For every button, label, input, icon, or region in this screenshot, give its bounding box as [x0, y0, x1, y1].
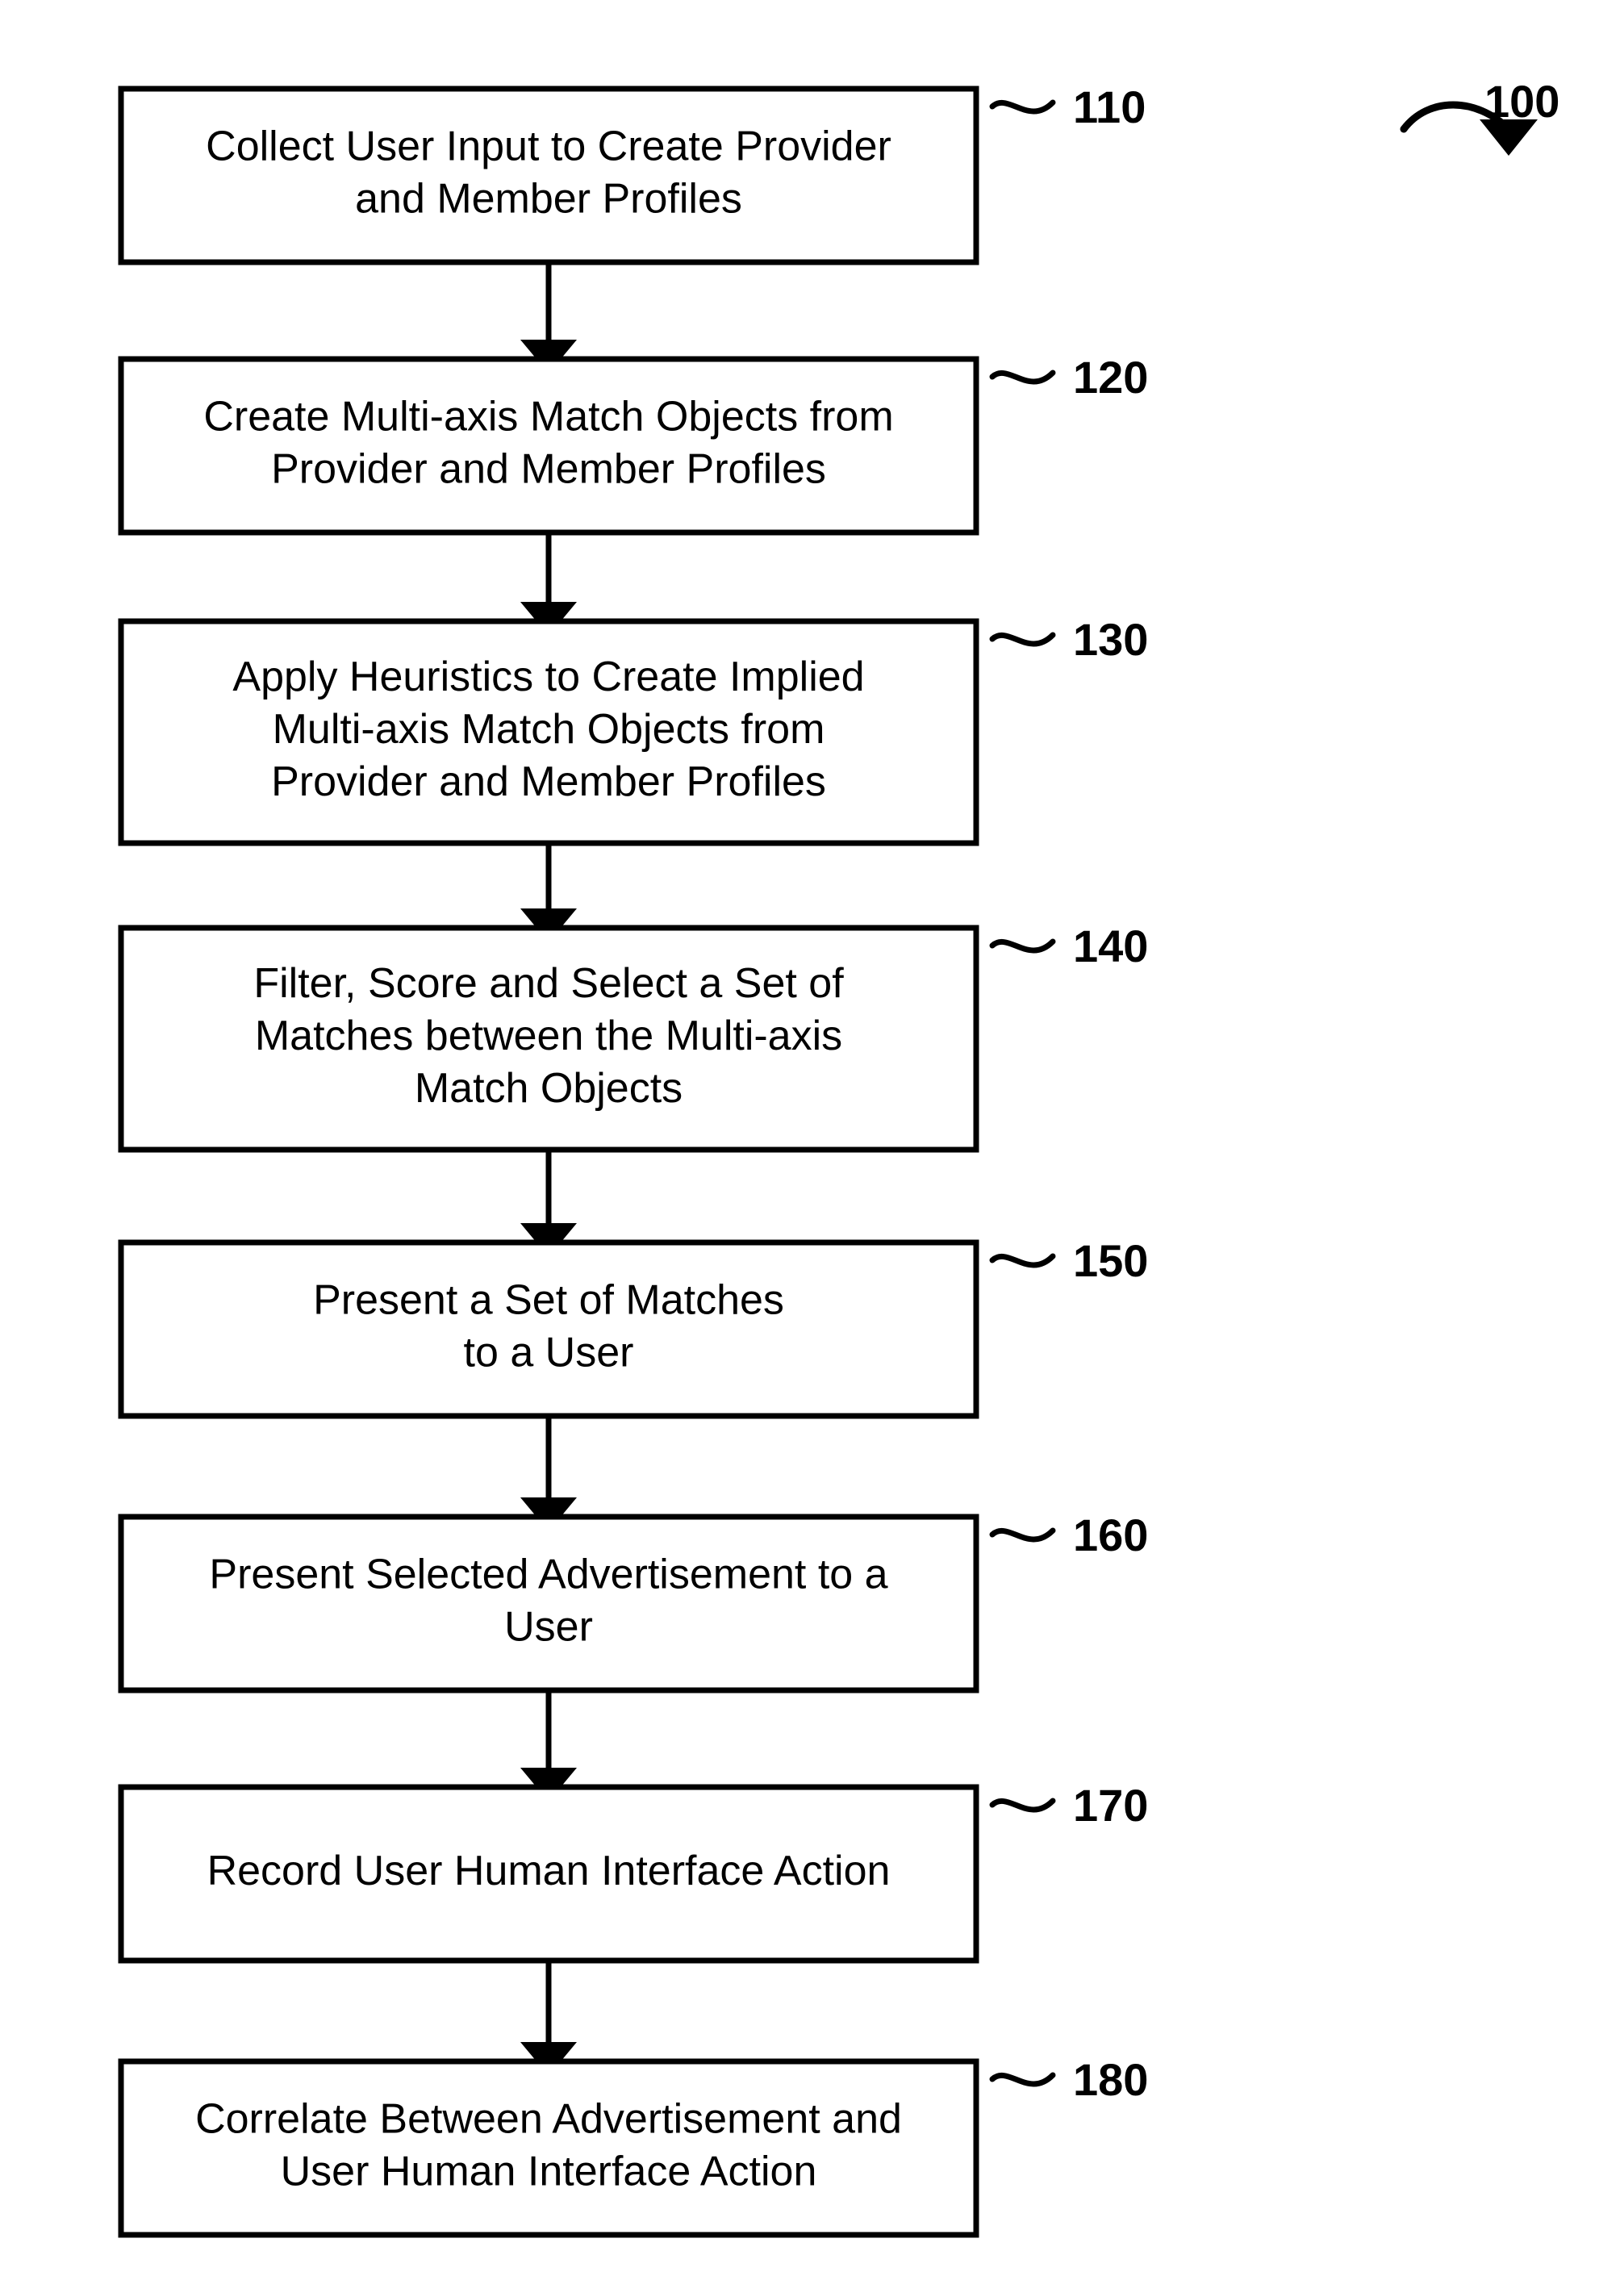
flow-node-text: Present a Set of Matches: [313, 1277, 784, 1324]
flow-node-text: User: [504, 1604, 593, 1651]
node-label-120: 120: [1073, 352, 1148, 403]
node-label-110: 110: [1073, 81, 1146, 132]
callout-squiggle: [992, 1801, 1053, 1810]
callout-squiggle: [992, 373, 1053, 382]
flow-node-130: Apply Heuristics to Create Implied Multi-…: [121, 614, 1148, 843]
flow-node-180: Correlate Between Advertisement and User …: [121, 2054, 1148, 2235]
flow-node-text: Collect User Input to Create Provider: [206, 123, 891, 170]
flow-node-text: and Member Profiles: [355, 176, 742, 223]
flow-node-text: Multi-axis Match Objects from: [273, 706, 825, 753]
flow-node-text: Filter, Score and Select a Set of: [253, 960, 844, 1007]
flow-node-text: Provider and Member Profiles: [271, 758, 826, 805]
flow-node-text: Match Objects: [415, 1065, 683, 1112]
callout-squiggle: [992, 1531, 1053, 1539]
flow-node-text: Create Multi-axis Match Objects from: [203, 394, 893, 441]
callout-squiggle: [992, 942, 1053, 950]
callout-squiggle: [992, 635, 1053, 644]
flow-node-text: Record User Human Interface Action: [207, 1848, 891, 1894]
flow-node-text: to a User: [464, 1330, 634, 1376]
flow-node-170: Record User Human Interface Action 170: [121, 1780, 1148, 1961]
node-label-130: 130: [1073, 614, 1148, 665]
flow-node-text: Matches between the Multi-axis: [255, 1013, 842, 1059]
flow-node-text: Apply Heuristics to Create Implied: [232, 654, 864, 700]
flow-node-150: Present a Set of Matches to a User 150: [121, 1235, 1148, 1416]
node-label-170: 170: [1073, 1780, 1148, 1831]
node-label-160: 160: [1073, 1510, 1148, 1560]
flow-node-110: Collect User Input to Create Provider and…: [121, 81, 1146, 262]
flow-node-120: Create Multi-axis Match Objects from Prov…: [121, 352, 1148, 532]
node-label-150: 150: [1073, 1235, 1148, 1286]
callout-squiggle: [992, 102, 1053, 111]
figure-label: 100: [1484, 76, 1559, 127]
flow-node-text: Provider and Member Profiles: [271, 446, 826, 493]
flowchart-canvas: Collect User Input to Create Provider and…: [0, 0, 1624, 2276]
node-label-140: 140: [1073, 921, 1148, 971]
flow-node-text: Present Selected Advertisement to a: [209, 1551, 887, 1598]
flow-node-text: Correlate Between Advertisement and: [195, 2096, 902, 2143]
node-label-180: 180: [1073, 2054, 1148, 2105]
callout-squiggle: [992, 2075, 1053, 2084]
flow-node-160: Present Selected Advertisement to a User 1…: [121, 1510, 1148, 1690]
callout-squiggle: [992, 1256, 1053, 1265]
flow-node-140: Filter, Score and Select a Set of Matches…: [121, 921, 1148, 1150]
flow-node-text: User Human Interface Action: [281, 2149, 817, 2195]
